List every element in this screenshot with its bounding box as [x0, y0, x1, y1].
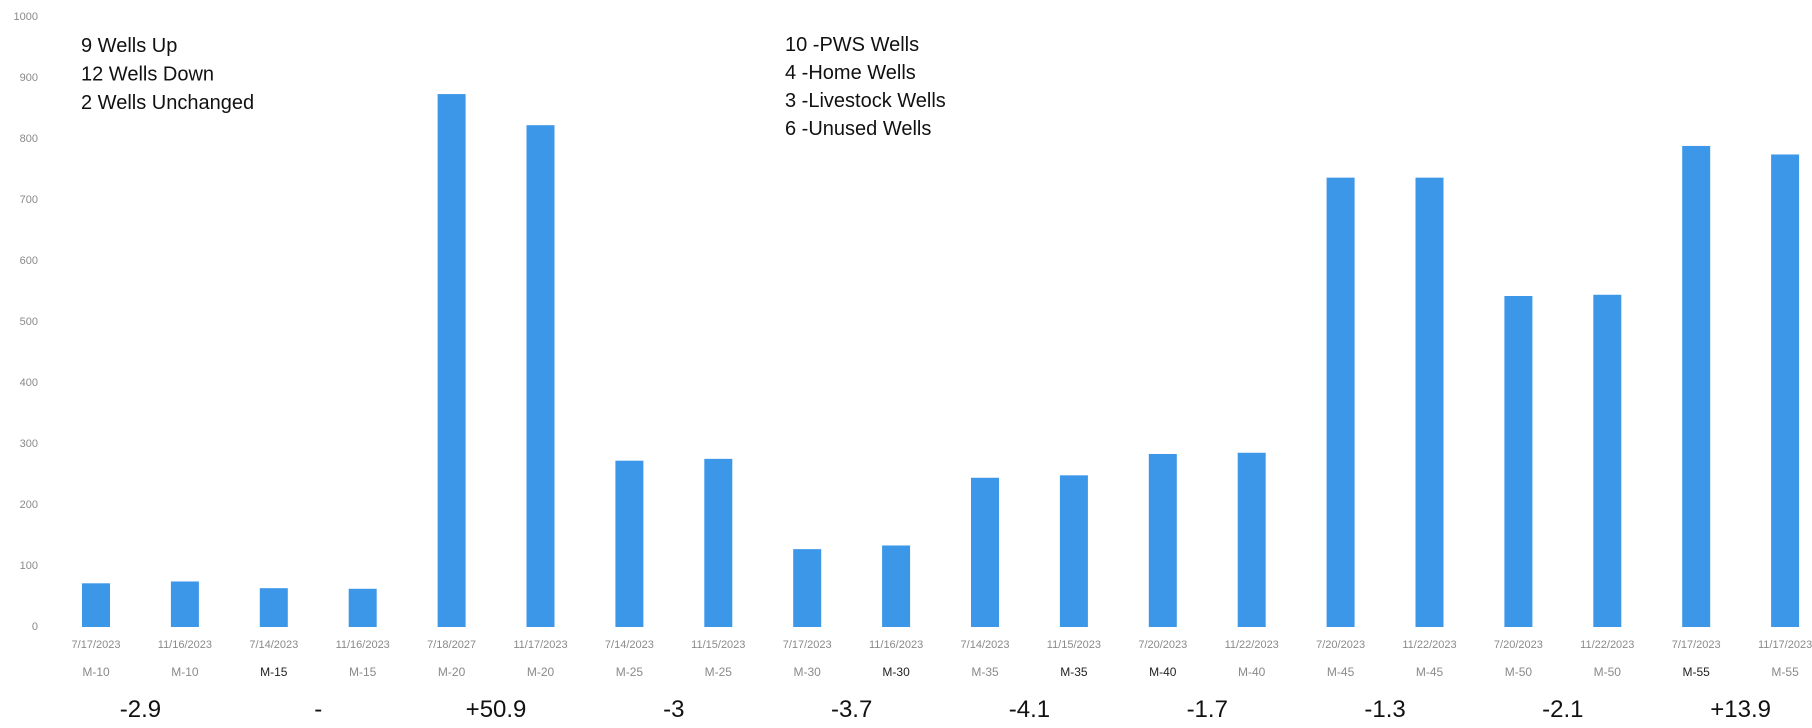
well-label: M-25	[616, 665, 644, 679]
legend-wells-type: 10 -PWS Wells 4 -Home Wells 3 -Livestock W…	[785, 34, 946, 140]
date-label: 7/17/2023	[1672, 639, 1721, 651]
y-tick-label: 700	[20, 194, 38, 206]
bar	[1593, 294, 1622, 627]
date-label: 7/17/2023	[72, 639, 121, 651]
bar	[1326, 177, 1355, 627]
date-label: 7/14/2023	[961, 639, 1010, 651]
legend-type-item: 4 -Home Wells	[785, 62, 916, 84]
legend-type-item: 6 -Unused Wells	[785, 118, 931, 140]
bar	[170, 581, 199, 627]
change-label: -2.1	[1542, 696, 1583, 723]
legend-type-item: 3 -Livestock Wells	[785, 90, 946, 112]
bar	[259, 588, 288, 627]
y-tick-label: 0	[32, 621, 38, 633]
change-labels: -2.9 - +50.9 -3 -3.7 -4.1 -1.7 -1.3 -2.1 +13.9	[120, 696, 1771, 723]
date-label: 11/17/2023	[1758, 639, 1812, 651]
y-tick-label: 400	[20, 377, 38, 389]
date-label: 11/16/2023	[158, 639, 212, 651]
legend-status-item: 9 Wells Up	[81, 35, 177, 57]
date-label: 11/16/2023	[869, 639, 923, 651]
well-label: M-10	[82, 665, 110, 679]
well-label: M-40	[1238, 665, 1266, 679]
y-tick-label: 600	[20, 255, 38, 267]
date-label: 7/20/2023	[1138, 639, 1187, 651]
well-label: M-40	[1149, 665, 1177, 679]
date-label: 11/22/2023	[1402, 639, 1456, 651]
date-label: 11/15/2023	[1047, 639, 1101, 651]
well-label: M-15	[349, 665, 377, 679]
bar	[1771, 154, 1800, 627]
well-label: M-45	[1416, 665, 1444, 679]
date-label: 11/22/2023	[1225, 639, 1279, 651]
date-label: 7/20/2023	[1316, 639, 1365, 651]
bar	[615, 460, 644, 627]
well-label: M-35	[1060, 665, 1088, 679]
x-axis-labels: 7/17/2023 M-10 11/16/2023 M-10 7/14/2023 M-15…	[72, 639, 1812, 679]
well-label: M-50	[1505, 665, 1533, 679]
bar	[704, 458, 733, 627]
change-label: -3.7	[831, 696, 872, 723]
bar	[882, 545, 911, 627]
well-label: M-50	[1594, 665, 1622, 679]
date-label: 7/20/2023	[1494, 639, 1543, 651]
bar	[348, 588, 377, 627]
bar	[1682, 145, 1711, 627]
y-tick-label: 500	[20, 316, 38, 328]
bar	[1504, 295, 1533, 627]
bar	[971, 477, 999, 627]
change-label: +13.9	[1710, 696, 1771, 723]
well-label: M-30	[794, 665, 822, 679]
date-label: 7/14/2023	[249, 639, 298, 651]
well-label: M-20	[527, 665, 555, 679]
change-label: -2.9	[120, 696, 161, 723]
legend-status-item: 2 Wells Unchanged	[81, 92, 254, 114]
well-label: M-55	[1771, 665, 1799, 679]
well-label: M-15	[260, 665, 288, 679]
bar	[1237, 452, 1266, 627]
change-label: -	[314, 696, 322, 723]
bar	[526, 125, 555, 627]
well-label: M-35	[971, 665, 999, 679]
well-label: M-45	[1327, 665, 1355, 679]
change-label: +50.9	[466, 696, 527, 723]
bar	[1059, 475, 1088, 627]
y-axis: 0 100 200 300 400 500 600 700 800 900 1000	[14, 11, 38, 633]
well-label: M-25	[705, 665, 733, 679]
date-label: 7/18/2027	[427, 639, 476, 651]
bars	[82, 94, 1800, 627]
legend-status-item: 12 Wells Down	[81, 64, 214, 86]
date-label: 11/22/2023	[1580, 639, 1634, 651]
bar	[1415, 177, 1444, 627]
well-label: M-20	[438, 665, 466, 679]
date-label: 7/14/2023	[605, 639, 654, 651]
y-tick-label: 200	[20, 499, 38, 511]
y-tick-label: 800	[20, 133, 38, 145]
well-label: M-30	[882, 665, 910, 679]
y-tick-label: 900	[20, 72, 38, 84]
bar	[437, 94, 466, 627]
change-label: -3	[663, 696, 684, 723]
well-label: M-10	[171, 665, 199, 679]
bar	[793, 549, 822, 627]
date-label: 7/17/2023	[783, 639, 832, 651]
bar	[1148, 453, 1177, 627]
date-label: 11/15/2023	[691, 639, 745, 651]
change-label: -1.7	[1187, 696, 1228, 723]
y-tick-label: 300	[20, 438, 38, 450]
change-label: -4.1	[1009, 696, 1050, 723]
well-label: M-55	[1683, 665, 1711, 679]
change-label: -1.3	[1364, 696, 1405, 723]
date-label: 11/17/2023	[513, 639, 567, 651]
bar	[82, 583, 110, 627]
y-tick-label: 1000	[14, 11, 38, 23]
legend-wells-status: 9 Wells Up 12 Wells Down 2 Wells Unchanged	[81, 35, 254, 114]
y-tick-label: 100	[20, 560, 38, 572]
date-label: 11/16/2023	[336, 639, 390, 651]
legend-type-item: 10 -PWS Wells	[785, 34, 919, 56]
